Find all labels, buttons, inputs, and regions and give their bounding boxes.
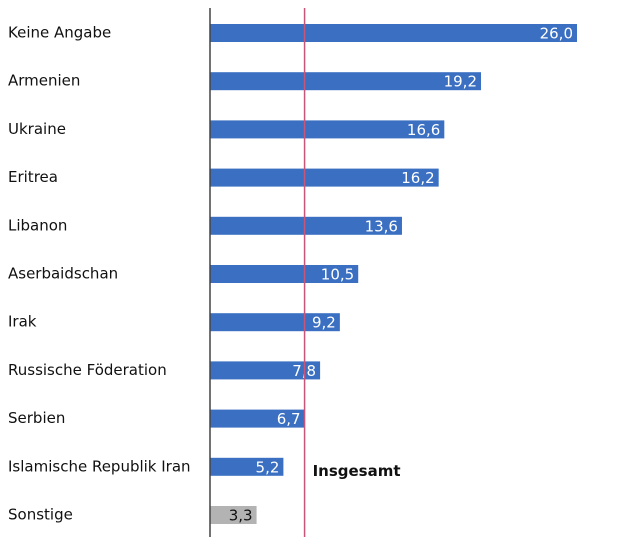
category-label: Sonstige [8,506,73,524]
value-label: 19,2 [444,73,477,91]
bar [210,457,284,476]
category-label: Aserbaidschan [8,265,118,283]
category-label: Keine Angabe [8,24,111,42]
value-label: 5,2 [256,458,280,476]
bar [210,168,439,187]
value-label: 26,0 [540,25,573,43]
value-label: 16,6 [407,121,440,139]
category-label: Irak [8,313,37,331]
bar [210,72,482,91]
value-label: 6,7 [277,410,301,428]
category-label: Libanon [8,216,67,234]
value-label: 10,5 [321,266,354,284]
value-label: 9,2 [312,314,336,332]
reference-label: Insgesamt [313,462,401,480]
category-label: Russische Föderation [8,361,167,379]
bar [210,120,445,139]
bar [210,506,257,524]
bar [210,24,577,42]
category-label: Ukraine [8,120,66,138]
category-label: Islamische Republik Iran [8,457,191,475]
bar [210,216,402,235]
value-label: 13,6 [365,217,398,235]
bar [210,313,340,332]
bar [210,265,359,283]
bar [210,409,305,428]
category-label: Serbien [8,409,65,427]
value-label: 3,3 [229,507,253,525]
value-label: 16,2 [401,169,434,187]
category-label: Armenien [8,72,80,90]
bar [210,361,321,380]
category-label: Eritrea [8,168,58,186]
